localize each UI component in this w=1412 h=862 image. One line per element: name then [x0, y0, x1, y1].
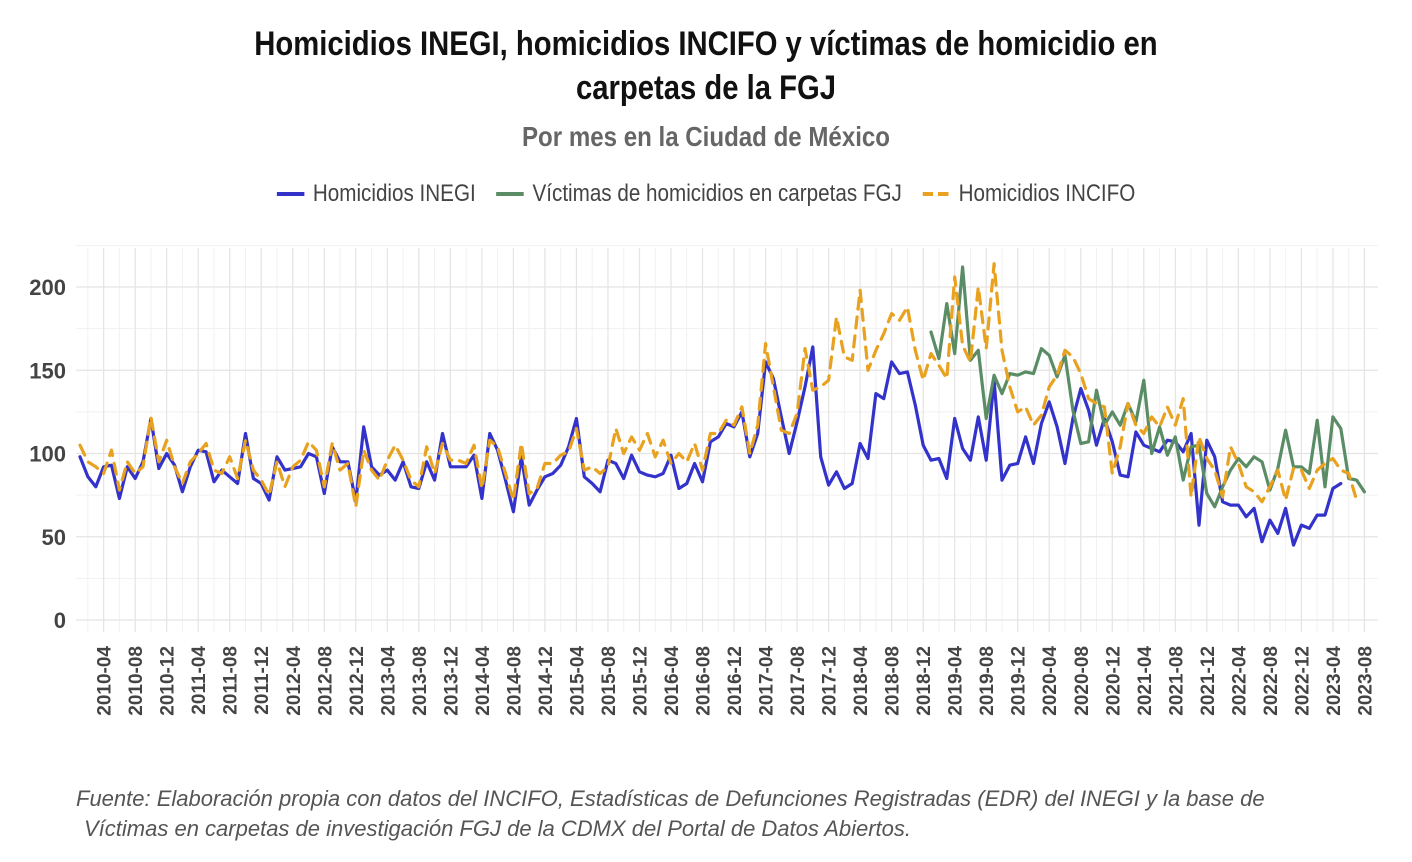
- chart-subtitle: Por mes en la Ciudad de México: [522, 121, 890, 152]
- x-tick-label: 2015-08: [599, 646, 620, 716]
- x-tick-label: 2019-12: [1009, 646, 1030, 716]
- x-tick-label: 2018-08: [883, 646, 904, 716]
- source-line2: Víctimas en carpetas de investigación FG…: [84, 816, 912, 841]
- grid: [76, 244, 1378, 632]
- x-tick-label: 2013-08: [410, 646, 431, 716]
- chart-title-line2: carpetas de la FGJ: [575, 69, 837, 107]
- x-tick-label: 2018-12: [914, 646, 935, 716]
- legend-label-incifo: Homicidios INCIFO: [958, 180, 1136, 207]
- chart-title: Homicidios INEGI, homicidios INCIFO y ví…: [99, 22, 1313, 110]
- y-tick-label: 0: [54, 608, 66, 633]
- x-tick-label: 2013-12: [441, 646, 462, 716]
- x-tick-label: 2010-12: [158, 646, 179, 716]
- legend-item-fgj: Víctimas de homicidios en carpetas FGJ: [496, 180, 902, 208]
- x-tick-label: 2014-04: [473, 646, 494, 716]
- y-tick-label: 50: [42, 525, 66, 550]
- legend-label-inegi: Homicidios INEGI: [312, 180, 476, 207]
- x-tick-label: 2015-12: [630, 646, 651, 716]
- legend-key-inegi: [276, 192, 305, 196]
- legend-label-fgj: Víctimas de homicidios en carpetas FGJ: [532, 180, 902, 207]
- x-tick-label: 2022-12: [1292, 646, 1313, 716]
- x-tick-label: 2017-12: [820, 646, 841, 716]
- x-tick-label: 2011-04: [189, 646, 210, 715]
- chart-legend: Homicidios INEGI Víctimas de homicidios …: [99, 180, 1313, 208]
- x-tick-label: 2020-08: [1072, 646, 1093, 716]
- x-tick-label: 2010-08: [126, 646, 147, 716]
- x-tick-label: 2012-04: [284, 646, 305, 716]
- x-tick-label: 2010-04: [95, 646, 116, 716]
- y-tick-label: 150: [29, 358, 66, 383]
- x-tick-label: 2016-04: [662, 646, 683, 716]
- series-line-2: [78, 262, 1359, 509]
- x-tick-label: 2020-12: [1103, 646, 1124, 716]
- y-tick-label: 200: [29, 275, 66, 300]
- legend-key-fgj: [496, 192, 524, 196]
- x-tick-label: 2023-08: [1355, 646, 1376, 716]
- x-tick-label: 2014-08: [504, 646, 525, 716]
- x-tick-label: 2012-08: [315, 646, 336, 716]
- x-tick-label: 2021-08: [1166, 646, 1187, 716]
- x-tick-label: 2021-04: [1135, 646, 1156, 716]
- y-tick-label: 100: [29, 442, 66, 467]
- x-tick-label: 2017-08: [788, 646, 809, 716]
- source-note: Fuente: Elaboración propia con datos del…: [76, 784, 1396, 844]
- x-tick-label: 2018-04: [851, 646, 872, 716]
- series-line-0: [78, 345, 1343, 547]
- series-line-1: [929, 265, 1367, 509]
- x-tick-label: 2019-04: [946, 646, 967, 716]
- x-tick-label: 2016-12: [725, 646, 746, 716]
- x-tick-label: 2017-04: [757, 646, 778, 716]
- x-tick-label: 2021-12: [1198, 646, 1219, 716]
- source-line1: Fuente: Elaboración propia con datos del…: [76, 786, 1265, 811]
- x-tick-label: 2011-12: [252, 646, 273, 715]
- legend-item-inegi: Homicidios INEGI: [276, 180, 476, 208]
- legend-key-incifo: [922, 192, 951, 196]
- legend-item-incifo: Homicidios INCIFO: [922, 180, 1136, 208]
- x-tick-label: 2023-04: [1324, 646, 1345, 716]
- x-tick-label: 2012-12: [347, 646, 368, 716]
- x-tick-label: 2019-08: [977, 646, 998, 716]
- x-tick-label: 2020-04: [1040, 646, 1061, 716]
- x-tick-label: 2011-08: [221, 646, 242, 715]
- chart-title-line1: Homicidios INEGI, homicidios INCIFO y ví…: [254, 25, 1158, 63]
- x-tick-label: 2016-08: [694, 646, 715, 716]
- x-tick-label: 2014-12: [536, 646, 557, 716]
- x-tick-label: 2013-04: [378, 646, 399, 716]
- x-tick-label: 2022-04: [1229, 646, 1250, 716]
- x-tick-label: 2015-04: [567, 646, 588, 716]
- x-tick-label: 2022-08: [1261, 646, 1282, 716]
